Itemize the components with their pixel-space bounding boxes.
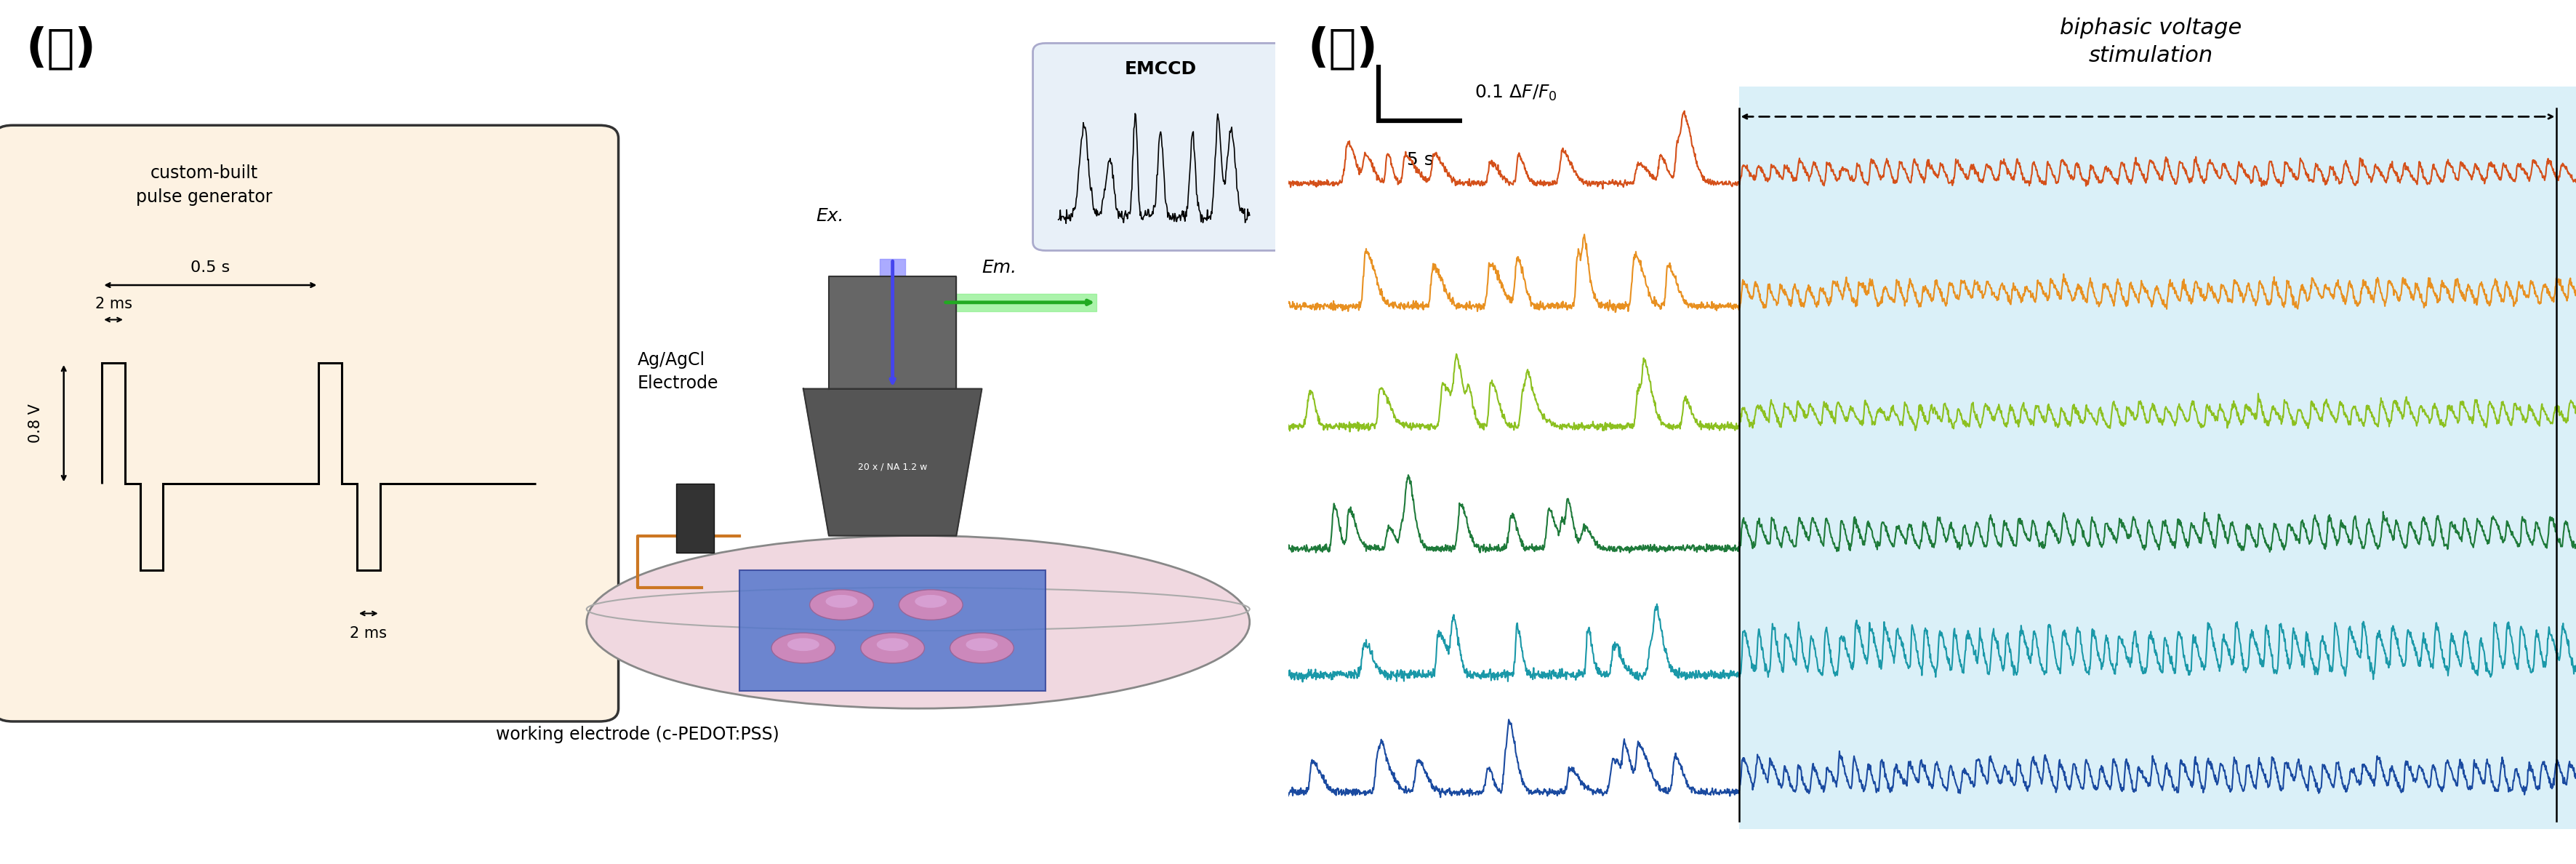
Ellipse shape [788, 638, 819, 651]
Text: 5 s: 5 s [1406, 151, 1432, 168]
Text: biphasic voltage
stimulation: biphasic voltage stimulation [2061, 17, 2241, 67]
Ellipse shape [951, 632, 1015, 664]
Text: 2 ms: 2 ms [95, 296, 131, 311]
Text: 20 x / NA 1.2 w: 20 x / NA 1.2 w [858, 462, 927, 471]
Bar [675, 484, 714, 553]
Bar [1739, 86, 2576, 829]
FancyBboxPatch shape [1033, 43, 1288, 251]
Polygon shape [804, 389, 981, 536]
Text: working electrode (c-PEDOT:PSS): working electrode (c-PEDOT:PSS) [495, 726, 781, 743]
Text: 2 ms: 2 ms [350, 626, 386, 641]
Ellipse shape [899, 589, 963, 620]
FancyBboxPatch shape [739, 570, 1046, 691]
Ellipse shape [809, 589, 873, 620]
Ellipse shape [827, 594, 858, 608]
Ellipse shape [876, 638, 909, 651]
Ellipse shape [860, 632, 925, 664]
Ellipse shape [914, 594, 948, 608]
Text: Ag/AgCl
Electrode: Ag/AgCl Electrode [639, 352, 719, 391]
Text: EMCCD: EMCCD [1123, 60, 1195, 78]
Text: 0.1 $\Delta F/F_0$: 0.1 $\Delta F/F_0$ [1473, 83, 1558, 103]
Text: custom-built
pulse generator: custom-built pulse generator [137, 164, 273, 206]
Polygon shape [829, 276, 956, 389]
Ellipse shape [966, 638, 997, 651]
Text: 0.5 s: 0.5 s [191, 260, 229, 275]
Ellipse shape [587, 536, 1249, 708]
Text: Em.: Em. [981, 259, 1018, 276]
Text: (가): (가) [26, 26, 95, 71]
FancyBboxPatch shape [0, 125, 618, 721]
Text: 0.8 V: 0.8 V [28, 403, 44, 443]
Ellipse shape [770, 632, 835, 664]
Text: Ex.: Ex. [817, 207, 845, 225]
Text: (나): (나) [1309, 26, 1378, 71]
